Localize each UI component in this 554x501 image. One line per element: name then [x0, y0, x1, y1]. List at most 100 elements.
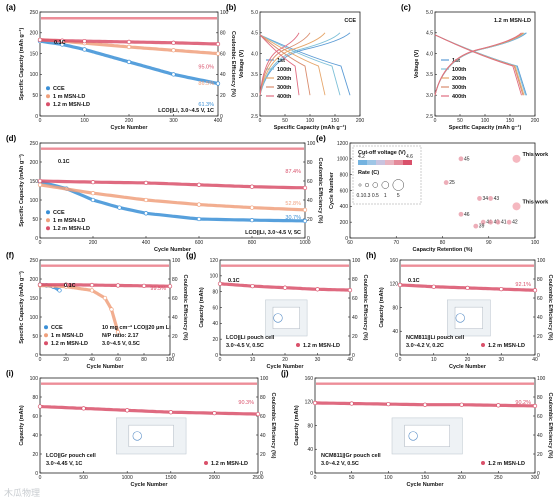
cell-label: LCO||Gr pouch cell [46, 453, 96, 459]
data-point [215, 81, 221, 86]
x-tick-label: 1500 [165, 475, 176, 481]
x-tick-label: 100 [80, 118, 89, 124]
note-2: N/P ratio: 2.17 [102, 333, 139, 339]
data-point [532, 403, 538, 409]
y-tick-label: 5.0 [426, 10, 433, 16]
y2-tick-label: 100 [172, 258, 181, 264]
legend-label: 1.2 m MSN-LD [211, 461, 248, 467]
panel-title: CCE [344, 18, 356, 24]
point-label: 45 [464, 156, 470, 162]
condition-label: 3.0~4.5 V, 0.5C [102, 341, 140, 347]
scatter-point [512, 202, 521, 211]
legend-label: 1.2 m MSN-LD [488, 461, 525, 467]
x-tick-label: 200 [356, 118, 365, 124]
voltage-min: 4.2 [358, 154, 365, 160]
data-point [465, 285, 470, 291]
voltage-swatch [403, 160, 412, 165]
y2-tick-label: 80 [172, 277, 178, 283]
y-tick-label: 200 [340, 220, 349, 226]
y-tick-label: 100 [210, 274, 219, 280]
panel-c: (c) 0 50 100 150 200 2.5 3.0 3.5 4.0 4.5 5.0 Specifi… [401, 3, 539, 131]
data-point [63, 282, 69, 287]
y2-tick-label: 100 [260, 376, 269, 382]
panel-a: (a)0 100 200 300 400050100150200250020406080… [6, 3, 236, 131]
x-tick-label: 40 [89, 357, 95, 363]
y2-tick-label: 20 [537, 452, 543, 458]
y-tick-label: 160 [305, 376, 314, 382]
x-tick-label: 1000 [299, 240, 310, 246]
data-point [499, 286, 504, 292]
discharge-curve [259, 34, 351, 96]
series-line-1-2-m-msn-ld [40, 283, 170, 288]
charge-curve [434, 32, 522, 96]
panel-label: (d) [6, 134, 17, 143]
y2-tick-label: 0 [220, 114, 223, 120]
voltage-swatch [358, 160, 367, 165]
legend-marker [46, 102, 50, 107]
scatter-point [473, 223, 479, 229]
legend-label: 100th [277, 67, 292, 73]
point-label: 42 [512, 220, 518, 226]
y-tick-label: 0 [35, 236, 38, 242]
scatter-point [506, 219, 512, 225]
plot-frame [39, 377, 259, 474]
note-1: 10 mg cm⁻² LCO||20 μm Li [102, 324, 171, 331]
y-tick-label: 0 [310, 471, 313, 477]
x-tick-label: 200 [125, 118, 134, 124]
y-tick-label: 4.5 [251, 31, 258, 37]
y-tick-label: 3.0 [251, 93, 258, 99]
pouch-logo [455, 313, 465, 323]
y-axis-label: Voltage (V) [414, 50, 420, 78]
condition-label: LCO||Li, 3.0~4.5 V, 1C [158, 108, 214, 114]
point-label: This work [523, 199, 550, 205]
pouch-logo [132, 431, 142, 441]
pouch-logo [408, 431, 418, 441]
legend-label: 1.2 m MSN-LD [51, 341, 88, 347]
x-tick-label: 20 [63, 357, 69, 363]
y-tick-label: 150 [30, 179, 39, 185]
data-point [302, 185, 308, 190]
y2-tick-label: 60 [352, 296, 358, 302]
y2-tick-label: 100 [537, 376, 546, 382]
legend-label: 1.2 m MSN-LD [53, 102, 90, 108]
retention-label: 92.1% [515, 282, 531, 288]
y-tick-label: 20 [32, 452, 38, 458]
panel-label: (e) [316, 134, 326, 143]
data-point [397, 282, 403, 288]
rate-circle [364, 182, 370, 188]
legend-label: 300th [277, 85, 292, 91]
y-axis-label: Specific Capacity (mAh g⁻¹) [18, 28, 25, 101]
data-point [143, 197, 149, 203]
legend-marker [46, 86, 50, 91]
data-point [90, 191, 96, 196]
y-tick-label: 50 [32, 334, 38, 340]
y2-tick-label: 20 [220, 93, 226, 99]
point-label: 43 [494, 196, 500, 202]
retention-label: 86.5% [198, 81, 214, 87]
data-point [217, 281, 223, 286]
y-tick-label: 400 [340, 204, 349, 210]
point-label: 46 [464, 212, 470, 218]
y2-tick-label: 40 [537, 433, 543, 439]
x-tick-label: 50 [282, 118, 288, 124]
legend-label: 1st [277, 58, 285, 64]
legend-label: CCE [51, 325, 63, 331]
panel-d: (d)0 200 400 600 800 100005010015020025002040… [6, 134, 323, 253]
panel-label: (b) [226, 3, 237, 12]
legend-label: 1.2 m MSN-LD [488, 343, 525, 349]
panel-label: (g) [186, 251, 197, 260]
data-point [60, 38, 65, 43]
legend-label: 1 m MSN-LD [51, 333, 83, 339]
y2-axis-label: Coulombic Efficiency (%) [547, 274, 553, 340]
data-point [249, 217, 255, 223]
y-axis-label: Cycle Number [329, 171, 335, 209]
voltage-swatch [367, 160, 376, 165]
y2-axis-label: Coulombic Efficiency (%) [182, 274, 188, 340]
data-point [312, 400, 318, 406]
y-tick-label: 80 [307, 423, 313, 429]
legend-marker [204, 461, 208, 465]
data-point [82, 47, 87, 52]
x-axis-label: Capacity Retention (%) [413, 247, 473, 253]
x-tick-label: 150 [506, 118, 515, 124]
x-tick-label: 40 [347, 357, 353, 363]
